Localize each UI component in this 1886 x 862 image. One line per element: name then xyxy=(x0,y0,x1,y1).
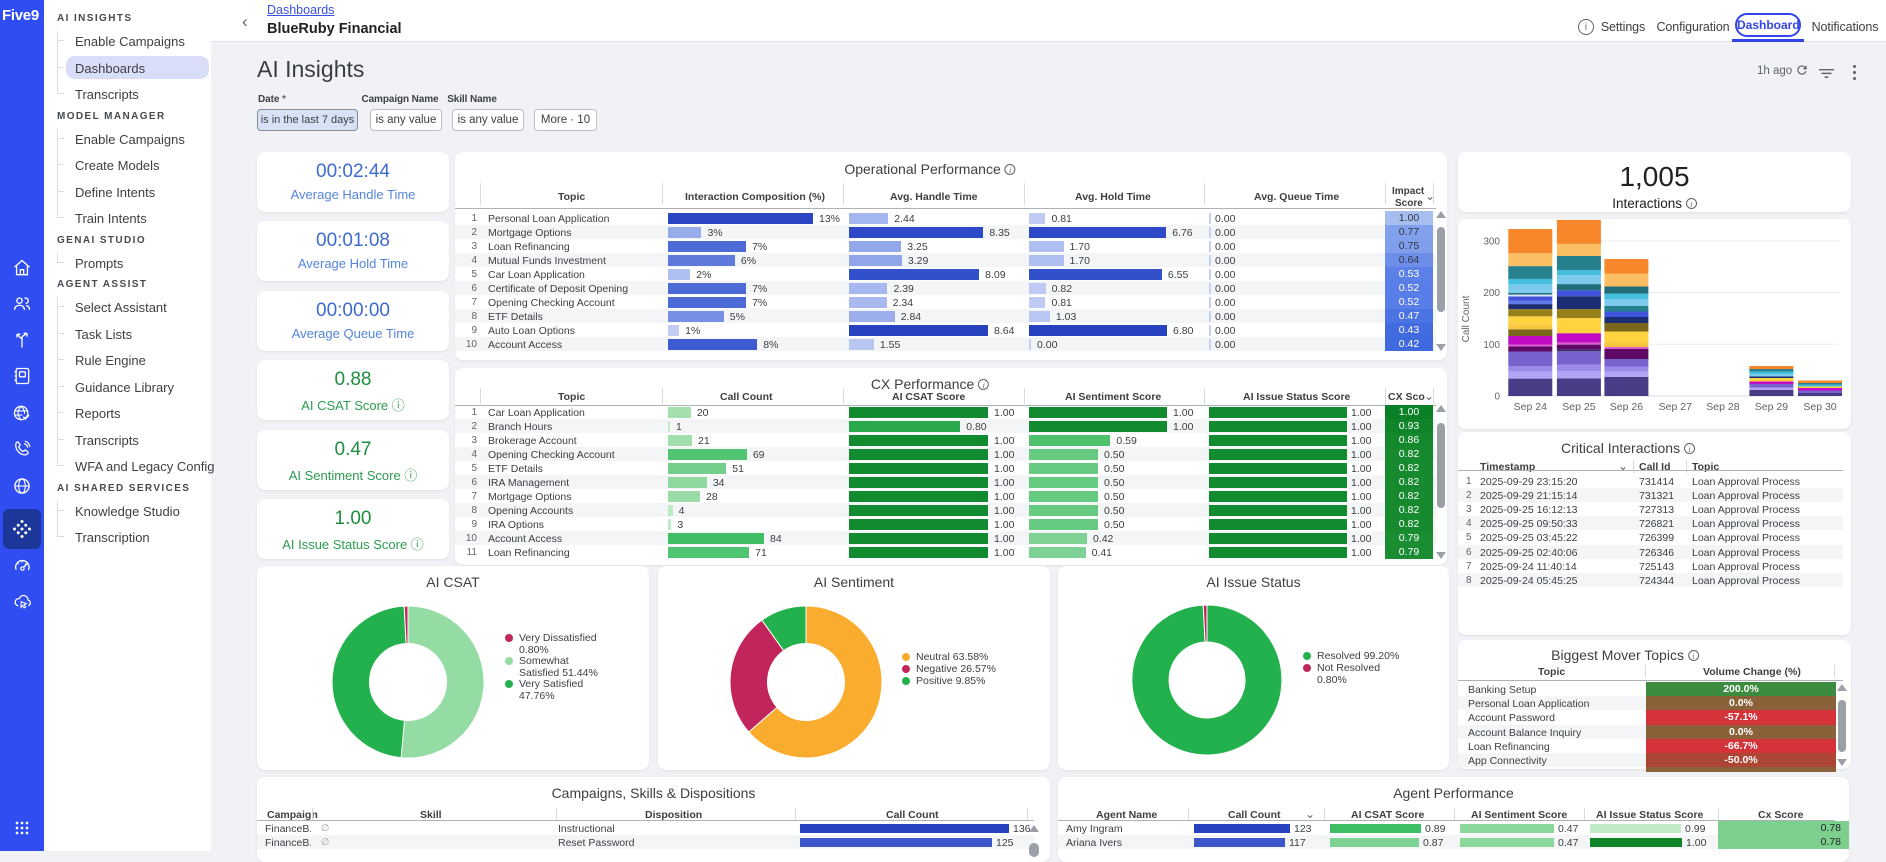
svg-text:Sep 29: Sep 29 xyxy=(1755,401,1788,413)
svg-text:Sep 27: Sep 27 xyxy=(1659,401,1692,413)
svg-text:Sep 25: Sep 25 xyxy=(1562,401,1595,413)
svg-text:Sep 28: Sep 28 xyxy=(1706,401,1739,413)
svg-text:Sep 26: Sep 26 xyxy=(1610,401,1643,413)
svg-text:Call Count: Call Count xyxy=(1461,295,1472,342)
svg-text:100: 100 xyxy=(1483,340,1500,351)
svg-text:300: 300 xyxy=(1483,236,1500,247)
svg-text:Sep 30: Sep 30 xyxy=(1803,401,1836,413)
svg-text:0: 0 xyxy=(1494,392,1500,403)
svg-text:200: 200 xyxy=(1483,288,1500,299)
svg-text:Sep 24: Sep 24 xyxy=(1514,401,1547,413)
